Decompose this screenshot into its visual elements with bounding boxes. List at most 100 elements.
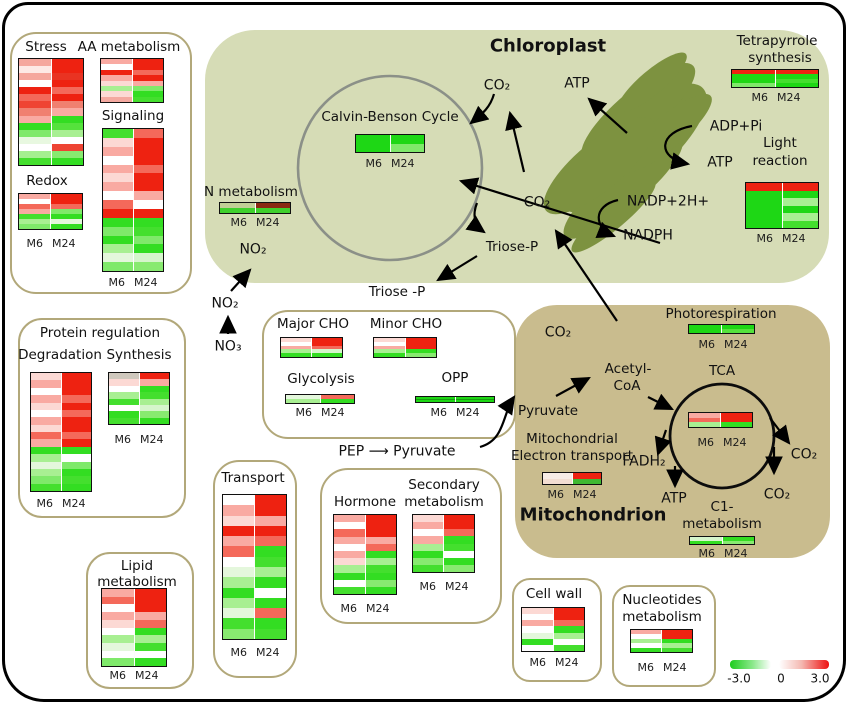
label-protein-regulation: Protein regulation: [39, 324, 161, 341]
heatmap-stripe: [662, 634, 692, 639]
heatmap-stripe: [133, 262, 163, 271]
heatmap-stripe: [139, 373, 169, 380]
heatmap-stripe: [444, 564, 474, 572]
heatmap-stripe: [139, 417, 169, 424]
label-acetyl-2: CoA: [613, 377, 641, 394]
heatmap-stripe: [782, 183, 818, 191]
heatmap-nucleotides: [630, 629, 693, 653]
heatmap-transport: [222, 494, 287, 640]
label-tetrapyrrole-1: Tetrapyrrole: [736, 32, 818, 49]
heatmap-stripe: [522, 614, 553, 621]
heatmap-stripe: [133, 137, 163, 147]
heatmap-stripe: [689, 422, 720, 428]
m6-label: M6: [698, 338, 716, 351]
heatmap-stripe: [722, 329, 754, 333]
heatmap-column-m6: [220, 203, 255, 213]
m24-label: M24: [140, 433, 164, 446]
heatmap-stripe: [101, 75, 132, 81]
heatmap-stripe: [223, 566, 254, 578]
heatmap-stripe: [223, 515, 254, 526]
heatmap-signaling: [102, 128, 164, 272]
heatmap-stripe: [405, 345, 436, 350]
heatmap-stripe: [19, 101, 51, 109]
heatmap-stripe: [19, 94, 51, 102]
caption-nucleotides: M6 M24: [638, 661, 687, 674]
heatmap-column-m24: [254, 495, 286, 639]
heatmap-stripe: [553, 620, 584, 627]
heatmap-opp: [415, 396, 495, 403]
heatmap-stripe: [320, 399, 354, 403]
heatmap-light-reaction: [745, 182, 819, 229]
heatmap-stripe: [662, 638, 692, 644]
heatmap-stripe: [103, 155, 133, 165]
heatmap-stripe: [553, 626, 584, 633]
heatmap-stripe: [416, 398, 455, 401]
heatmap-column-m24: [138, 373, 169, 424]
heatmap-column-m24: [720, 413, 752, 428]
caption-synthesis: M6 M24: [115, 433, 164, 446]
heatmap-stripe: [746, 220, 782, 228]
heatmap-stripe: [223, 608, 254, 619]
heatmap-column-m6: [102, 589, 134, 667]
heatmap-stripe: [139, 379, 169, 386]
caption-glycolysis: M6 M24: [296, 406, 345, 419]
label-hormone: Hormone: [334, 493, 396, 510]
heatmap-stripe: [444, 529, 474, 537]
heatmap-stripe: [51, 66, 83, 74]
heatmap-stripe: [51, 194, 82, 199]
heatmap-stripe: [19, 224, 50, 229]
heatmap-stripe: [101, 69, 132, 76]
label-aa-metabolism: AA metabolism: [77, 38, 181, 55]
heatmap-stripe: [31, 461, 61, 469]
heatmap-stripe: [134, 627, 166, 636]
heatmap-column-m6: [286, 395, 320, 403]
heatmap-column-m6: [690, 537, 722, 544]
m6-label: M6: [109, 669, 127, 682]
heatmap-stripe: [662, 647, 692, 653]
heatmap-stripe: [51, 87, 83, 95]
label-c1-1: C1-: [710, 498, 734, 515]
label-co2-mito: CO₂: [544, 324, 572, 341]
heatmap-stripe: [746, 213, 782, 221]
heatmap-column-m6: [543, 473, 572, 484]
heatmap-stripe: [334, 565, 365, 573]
heatmap-tetrapyrrole: [731, 69, 819, 88]
heatmap-stripe: [19, 150, 51, 158]
heatmap-stripe: [365, 558, 396, 566]
heatmap-stripe: [19, 157, 51, 165]
heatmap-stripe: [405, 341, 436, 346]
heatmap-stripe: [782, 213, 818, 221]
heatmap-stripe: [413, 536, 443, 544]
heatmap-stripe: [255, 587, 286, 598]
label-tca: TCA: [708, 362, 736, 379]
heatmap-n-metabolism: [219, 202, 291, 214]
m24-label: M24: [777, 91, 801, 104]
heatmap-stripe: [51, 224, 82, 229]
heatmap-stripe: [365, 550, 396, 559]
heatmap-stripe: [132, 59, 163, 65]
heatmap-column-m6: [19, 59, 51, 165]
heatmap-stripe: [365, 586, 396, 595]
heatmap-stripe: [19, 214, 50, 219]
heatmap-stripe: [281, 349, 311, 354]
heatmap-stripe: [61, 446, 91, 455]
heatmap-stripe: [223, 505, 254, 516]
heatmap-stripe: [722, 540, 754, 544]
heatmap-stripe: [51, 214, 82, 219]
heatmap-stripe: [51, 157, 83, 165]
heatmap-column-m24: [552, 608, 584, 651]
heatmap-stripe: [51, 209, 82, 214]
heatmap-stripe: [255, 608, 286, 619]
heatmap-column-m24: [132, 129, 163, 271]
heatmap-stripe: [139, 385, 169, 393]
heatmap-stripe: [19, 143, 51, 151]
label-tetrapyrrole-2: synthesis: [748, 49, 812, 66]
heatmap-column-m24: [721, 325, 754, 333]
heatmap-stripe: [51, 143, 83, 151]
heatmap-stripe: [61, 461, 91, 469]
heatmap-stripe: [416, 397, 455, 399]
heatmap-stripe: [413, 557, 443, 565]
heatmap-column-m6: [356, 135, 390, 152]
heatmap-stripe: [223, 495, 254, 506]
